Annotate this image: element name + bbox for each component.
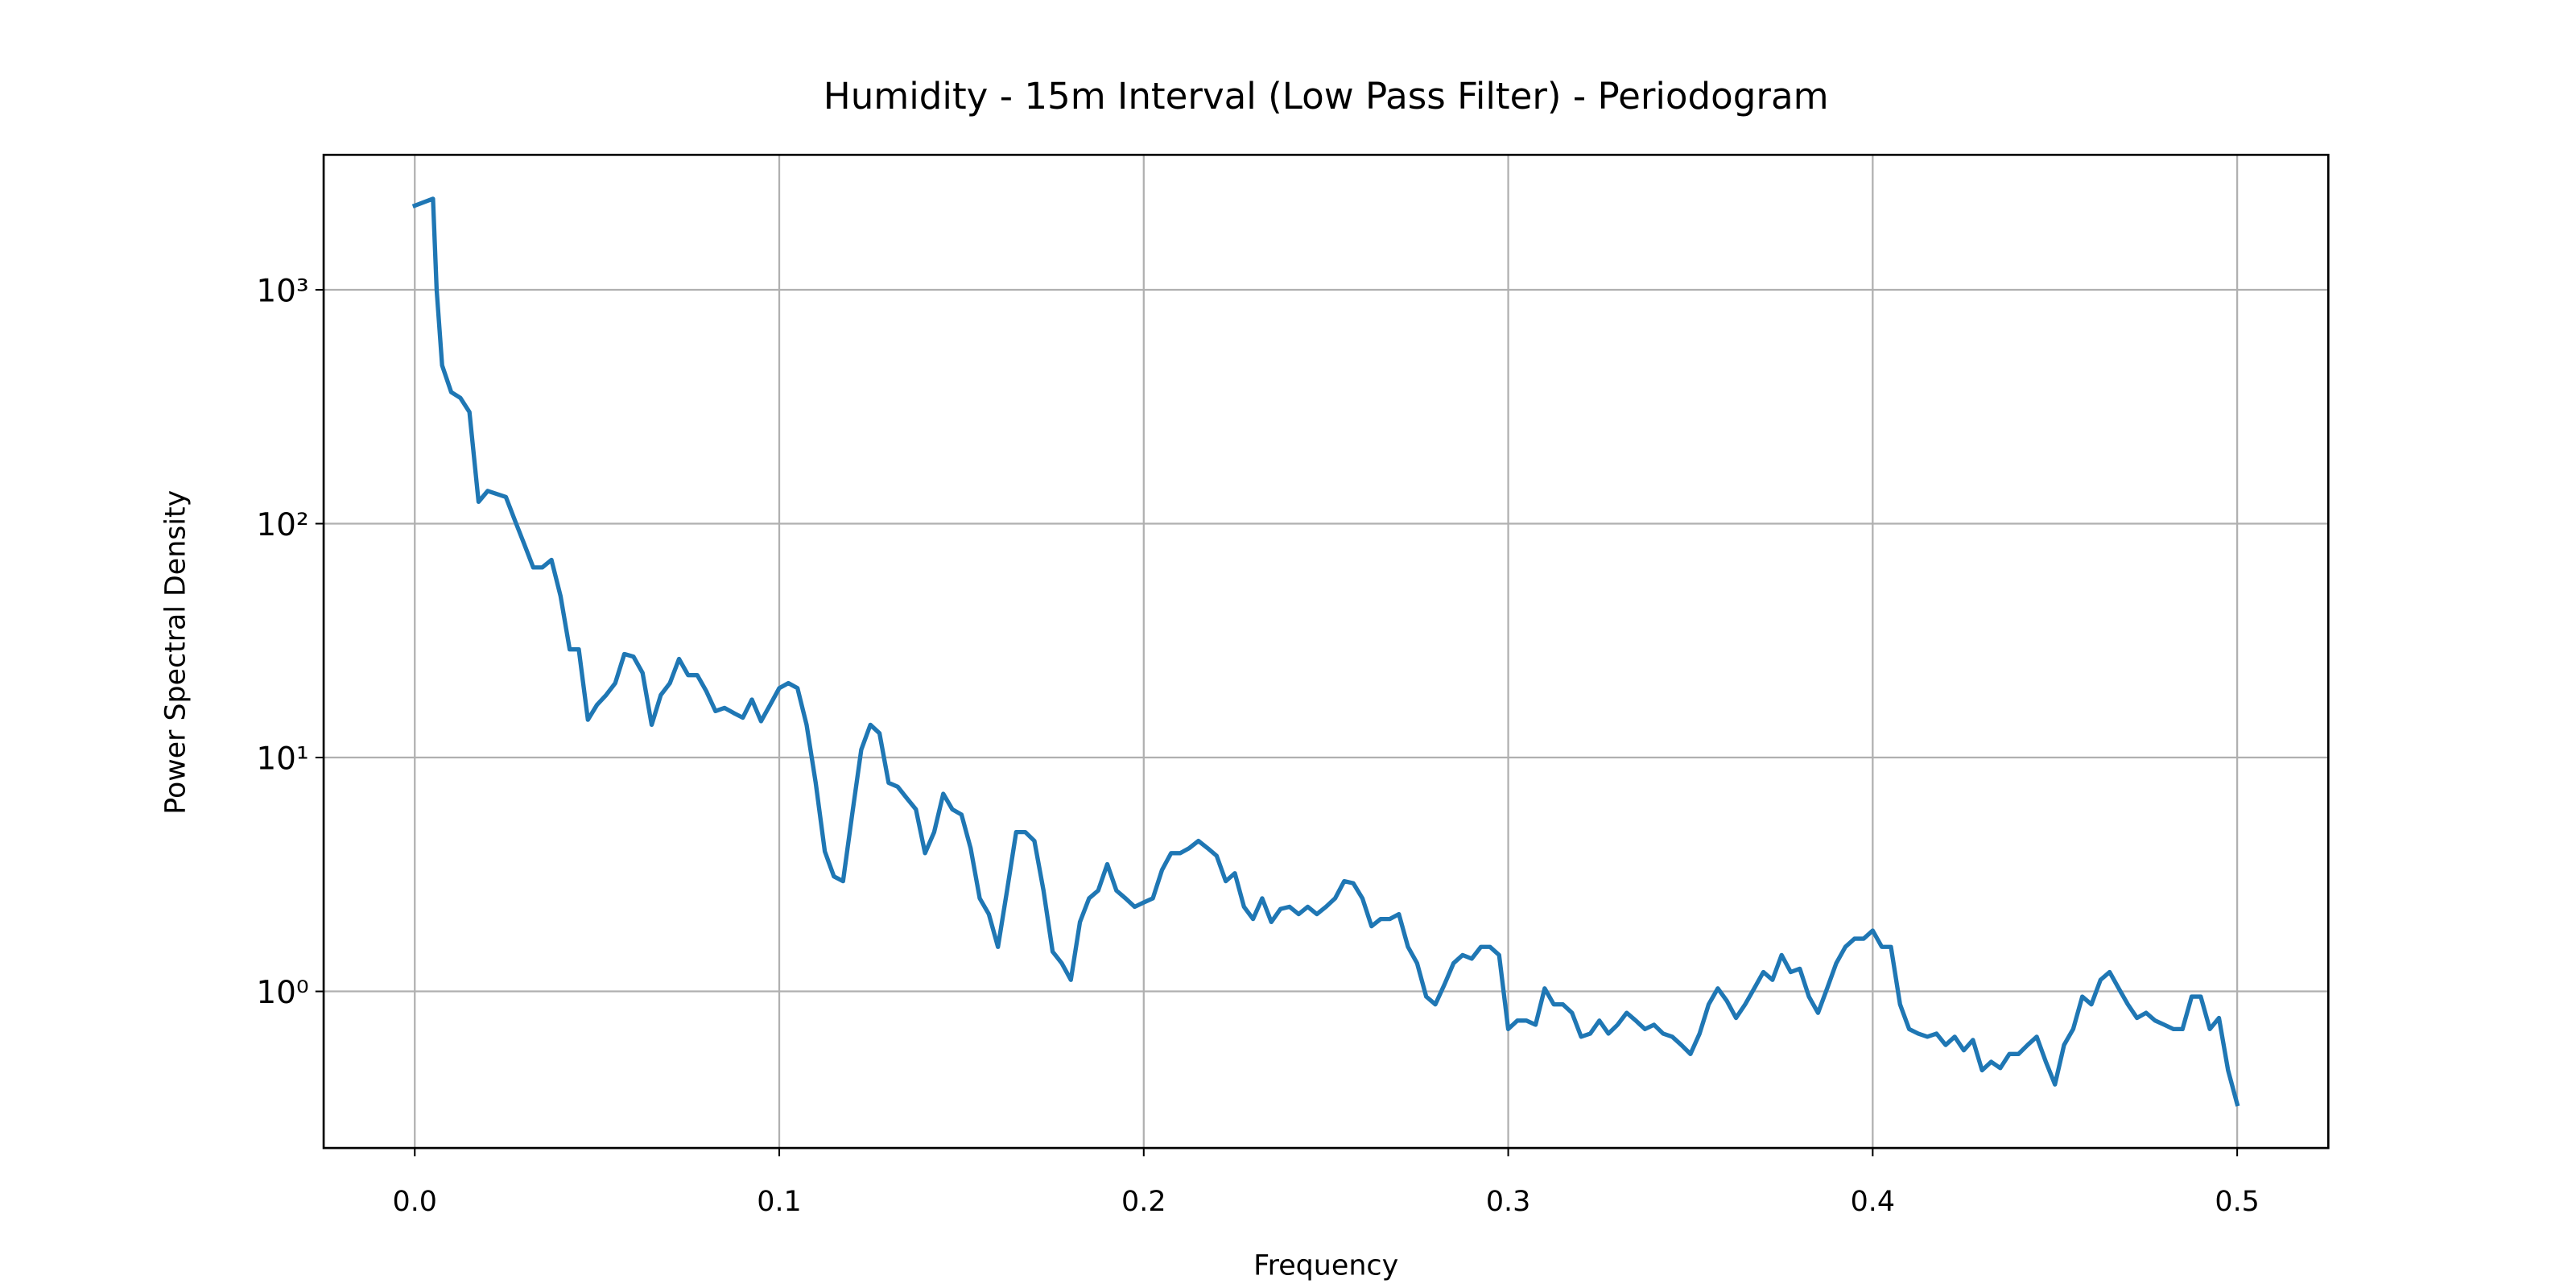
chart-title: Humidity - 15m Interval (Low Pass Filter… [824,75,1829,118]
x-tick-label: 0.4 [1851,1186,1895,1218]
x-tick-label: 0.0 [393,1186,437,1218]
y-tick-label: 10² [256,507,308,543]
y-tick-label: 10¹ [256,741,308,777]
x-tick-label: 0.5 [2215,1186,2259,1218]
x-tick-label: 0.1 [757,1186,801,1218]
x-tick-label: 0.3 [1486,1186,1530,1218]
y-axis-label: Power Spectral Density [160,490,192,815]
plot-frame [322,153,2330,1150]
x-axis-label: Frequency [1253,1250,1398,1282]
x-tick-label: 0.2 [1121,1186,1166,1218]
y-tick-label: 10⁰ [256,975,308,1011]
data-line [411,196,2240,1107]
y-tick-label: 10³ [256,273,308,309]
